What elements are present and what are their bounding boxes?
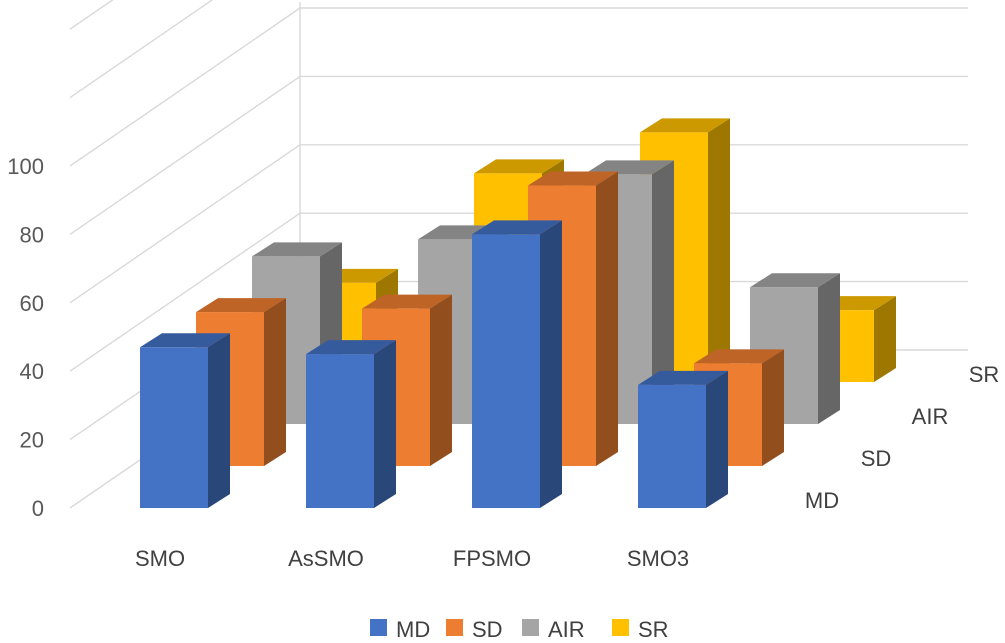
gridline-side bbox=[69, 212, 301, 372]
bar-side-face bbox=[818, 273, 840, 424]
bar-side-face bbox=[652, 160, 674, 424]
legend-label: SR bbox=[638, 617, 669, 642]
y-tick-label: 20 bbox=[20, 428, 44, 453]
y-tick-label: 100 bbox=[7, 154, 44, 179]
category-label: FPSMO bbox=[453, 546, 531, 571]
bar-md-assmo bbox=[306, 340, 396, 508]
bar-front-face bbox=[140, 347, 208, 508]
bar-side-face bbox=[874, 296, 896, 382]
y-tick-label: 80 bbox=[20, 222, 44, 247]
bar-side-face bbox=[762, 349, 784, 466]
legend: MD SD AIR SR bbox=[370, 617, 669, 642]
bar-top-face bbox=[472, 220, 562, 235]
bar-front-face bbox=[306, 354, 374, 508]
bar-side-face bbox=[596, 171, 618, 466]
bar-top-face bbox=[584, 160, 674, 175]
gridline-side bbox=[69, 75, 301, 235]
bar-md-fpsmo bbox=[472, 220, 562, 508]
legend-label: SD bbox=[472, 617, 503, 642]
category-label: SMO3 bbox=[627, 546, 689, 571]
depth-label: SD bbox=[861, 446, 892, 471]
y-tick-label: 60 bbox=[20, 291, 44, 316]
gridline-side bbox=[69, 144, 301, 304]
bar-front-face bbox=[472, 234, 540, 508]
bar-top-face bbox=[528, 171, 618, 186]
depth-axis-labels: MD SD AIR SR bbox=[805, 362, 999, 513]
bar-side-face bbox=[540, 220, 562, 508]
bar-top-face bbox=[640, 118, 730, 133]
bar-top-face bbox=[638, 370, 728, 385]
bar-front-face bbox=[638, 384, 706, 508]
bar-top-face bbox=[694, 349, 784, 364]
bar-top-face bbox=[140, 333, 230, 348]
bar-md-smo bbox=[140, 333, 230, 508]
category-label: SMO bbox=[135, 546, 185, 571]
bar-side-face bbox=[374, 340, 396, 508]
y-tick-label: 0 bbox=[32, 496, 44, 521]
bar-top-face bbox=[750, 273, 840, 288]
legend-swatch bbox=[522, 619, 539, 636]
gridline-side bbox=[69, 7, 301, 167]
y-axis: 0 20 40 60 80 100 bbox=[7, 154, 44, 521]
bar-top-face bbox=[306, 340, 396, 355]
legend-item-sr: SR bbox=[612, 617, 669, 642]
bar-side-face bbox=[264, 298, 286, 466]
bar-side-face bbox=[430, 294, 452, 466]
depth-label: SR bbox=[969, 362, 1000, 387]
bar-side-face bbox=[208, 333, 230, 508]
y-tick-label: 40 bbox=[20, 359, 44, 384]
gridline-side bbox=[69, 0, 114, 30]
legend-label: AIR bbox=[548, 617, 585, 642]
depth-label: MD bbox=[805, 488, 839, 513]
bar-top-face bbox=[196, 298, 286, 313]
legend-swatch bbox=[446, 619, 463, 636]
legend-item-sd: SD bbox=[446, 617, 503, 642]
gridline-side bbox=[69, 0, 214, 99]
legend-item-md: MD bbox=[370, 617, 430, 642]
bar-top-face bbox=[362, 294, 452, 309]
bar-top-face bbox=[474, 159, 564, 174]
depth-label: AIR bbox=[912, 404, 949, 429]
bar-side-face bbox=[706, 370, 728, 508]
bar-side-face bbox=[708, 118, 730, 382]
category-label: AsSMO bbox=[288, 546, 364, 571]
bar-top-face bbox=[252, 242, 342, 257]
legend-item-air: AIR bbox=[522, 617, 585, 642]
category-labels: SMO AsSMO FPSMO SMO3 bbox=[135, 546, 689, 571]
bar-md-smo3 bbox=[638, 370, 728, 508]
legend-label: MD bbox=[396, 617, 430, 642]
legend-swatch bbox=[612, 619, 629, 636]
legend-swatch bbox=[370, 619, 387, 636]
bars bbox=[140, 118, 896, 508]
